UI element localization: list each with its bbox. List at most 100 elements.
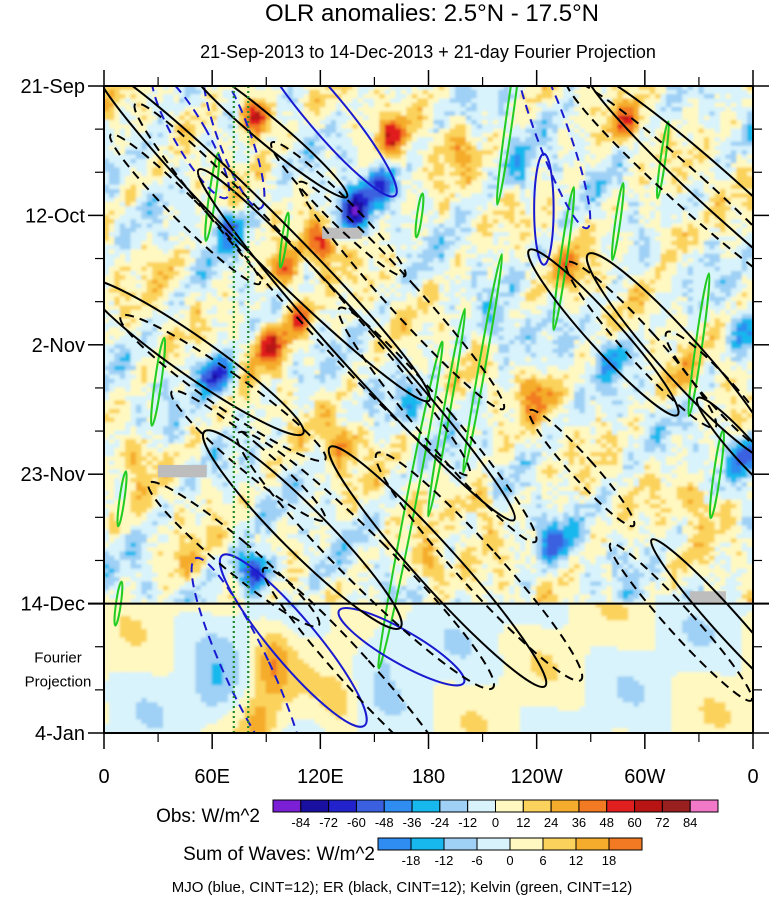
heatmap-cell <box>363 214 370 221</box>
heatmap-cell <box>455 132 462 139</box>
heatmap-cell <box>206 258 213 264</box>
heatmap-cell <box>557 232 565 238</box>
heatmap-cell <box>336 86 343 91</box>
heatmap-cell <box>363 107 370 113</box>
heatmap-cell <box>498 111 505 117</box>
heatmap-cell <box>509 180 516 186</box>
heatmap-cell <box>482 102 489 109</box>
heatmap-cell <box>611 236 619 242</box>
heatmap-cell <box>492 223 500 229</box>
heatmap-cell <box>222 128 229 134</box>
heatmap-cell <box>157 232 164 238</box>
heatmap-cell <box>238 258 246 264</box>
heatmap-cell <box>574 189 581 195</box>
heatmap-cell <box>141 98 148 104</box>
heatmap-cell <box>135 189 143 195</box>
heatmap-cell <box>206 223 213 229</box>
heatmap-cell <box>104 132 110 139</box>
heatmap-cell <box>606 253 613 260</box>
heatmap-cell <box>498 132 505 139</box>
heatmap-cell <box>530 107 538 113</box>
heatmap-cell <box>460 128 467 134</box>
heatmap-cell <box>260 124 267 130</box>
heatmap-cell <box>671 154 678 160</box>
heatmap-cell <box>346 262 354 268</box>
heatmap-cell <box>314 111 321 117</box>
heatmap-cell <box>433 180 440 186</box>
heatmap-cell <box>514 94 521 100</box>
heatmap-cell <box>649 197 657 203</box>
heatmap-cell <box>336 176 343 182</box>
heatmap-cell <box>693 111 700 117</box>
heatmap-cell <box>709 219 716 225</box>
heatmap-cell <box>687 253 695 260</box>
heatmap-cell <box>714 86 722 91</box>
heatmap-cell <box>649 193 657 199</box>
heatmap-cell <box>190 102 197 109</box>
heatmap-cell <box>406 89 413 96</box>
heatmap-cell <box>233 180 240 186</box>
heatmap-cell <box>162 227 170 234</box>
heatmap-cell <box>336 171 343 178</box>
heatmap-cell <box>244 180 251 186</box>
heatmap-cell <box>157 223 164 229</box>
heatmap-cell <box>503 214 511 221</box>
heatmap-cell <box>390 180 397 186</box>
heatmap-cell <box>693 107 700 113</box>
heatmap-cell <box>698 171 705 178</box>
heatmap-cell <box>509 245 516 251</box>
heatmap-cell <box>611 167 619 173</box>
heatmap-cell <box>325 111 332 117</box>
heatmap-cell <box>395 240 402 247</box>
heatmap-cell <box>519 124 527 130</box>
heatmap-cell <box>108 89 116 96</box>
heatmap-cell <box>363 258 370 264</box>
heatmap-cell <box>336 189 343 195</box>
heatmap-cell <box>519 158 527 165</box>
heatmap-cell <box>455 124 462 130</box>
heatmap-cell <box>168 111 175 117</box>
heatmap-cell <box>244 111 251 117</box>
heatmap-cell <box>298 249 305 255</box>
heatmap-cell <box>384 176 392 182</box>
heatmap-cell <box>492 262 500 268</box>
heatmap-cell <box>449 219 457 225</box>
heatmap-cell <box>260 145 267 152</box>
heatmap-cell <box>384 120 392 126</box>
heatmap-cell <box>660 176 667 182</box>
heatmap-cell <box>325 115 332 122</box>
heatmap-cell <box>487 124 494 130</box>
heatmap-cell <box>411 86 419 91</box>
heatmap-cell <box>471 258 478 264</box>
heatmap-cell <box>649 206 657 212</box>
heatmap-cell <box>406 124 413 130</box>
heatmap-cell <box>638 184 646 191</box>
heatmap-cell <box>314 167 321 173</box>
heatmap-cell <box>720 141 727 147</box>
heatmap-cell <box>373 219 381 225</box>
heatmap-cell <box>173 107 181 113</box>
heatmap-cell <box>682 206 689 212</box>
heatmap-cell <box>157 158 164 165</box>
heatmap-cell <box>406 102 413 109</box>
heatmap-cell <box>741 189 749 195</box>
heatmap-cell <box>601 249 608 255</box>
heatmap-cell <box>693 232 700 238</box>
heatmap-cell <box>687 258 695 264</box>
heatmap-cell <box>325 201 332 208</box>
heatmap-cell <box>579 219 586 225</box>
heatmap-cell <box>292 236 300 242</box>
heatmap-cell <box>541 86 548 91</box>
heatmap-cell <box>325 154 332 160</box>
heatmap-cell <box>465 171 473 178</box>
heatmap-cell <box>536 210 543 216</box>
heatmap-cell <box>655 132 662 139</box>
heatmap-cell <box>438 184 446 191</box>
heatmap-cell <box>709 206 716 212</box>
heatmap-cell <box>428 180 435 186</box>
heatmap-cell <box>125 124 132 130</box>
heatmap-cell <box>633 145 640 152</box>
heatmap-cell <box>638 132 646 139</box>
heatmap-cell <box>119 150 127 156</box>
heatmap-cell <box>168 128 175 134</box>
